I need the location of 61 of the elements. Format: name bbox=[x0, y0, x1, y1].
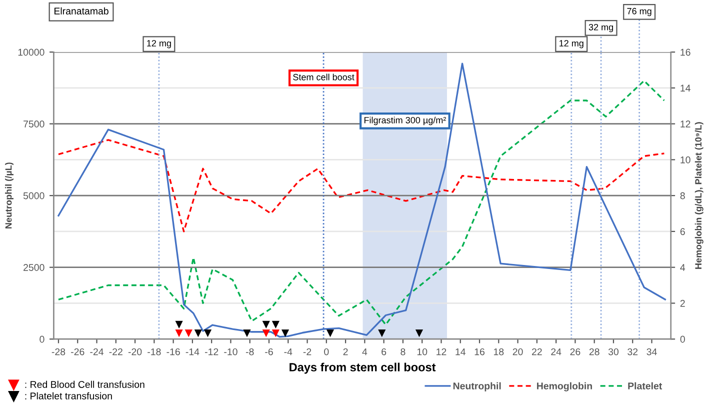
x-tick-label: 10 bbox=[417, 348, 428, 356]
ref-line-label: 12 mg bbox=[147, 40, 171, 48]
x-tick-label: -28 bbox=[52, 348, 66, 356]
x-tick-label: -18 bbox=[148, 348, 161, 356]
ref-line-label: 76 mg bbox=[627, 8, 652, 16]
text: Elranatamab bbox=[54, 7, 108, 14]
y2-tick-label: 4 bbox=[680, 264, 686, 271]
y-tick-label: 5000 bbox=[23, 192, 44, 200]
y2-tick-label: 10 bbox=[680, 156, 690, 164]
legend-label: : Red Blood Cell transfusion bbox=[25, 380, 144, 388]
x-tick-label: -6 bbox=[265, 348, 273, 356]
x-tick-label: 18 bbox=[494, 348, 504, 356]
x-tick-label: 8 bbox=[400, 348, 406, 356]
x-tick-label: 14 bbox=[456, 348, 466, 356]
x-tick-label: -10 bbox=[224, 348, 238, 356]
legend-label: : Platelet transfusion bbox=[25, 392, 112, 400]
x-tick-label: 24 bbox=[551, 348, 562, 356]
x-tick-label: -12 bbox=[204, 348, 218, 356]
x-tick-label: 22 bbox=[532, 348, 542, 356]
ref-line-label: 32 mg bbox=[588, 24, 614, 32]
x-tick-label: 34 bbox=[646, 348, 657, 356]
x-tick-label: -22 bbox=[109, 348, 122, 356]
band-label: Filgrastim 300 µg/m² bbox=[364, 116, 446, 126]
y2-axis-title: Hemoglobin (g/dL), Platelet (10⁹/L) bbox=[694, 122, 704, 269]
ref-line-label: Stem cell boost bbox=[293, 74, 354, 80]
y-tick-label: 0 bbox=[40, 336, 44, 343]
y2-tick-label: 14 bbox=[680, 84, 690, 92]
x-tick-label: 4 bbox=[362, 348, 368, 356]
y-axis-title: Neutrophil (/µL) bbox=[5, 162, 14, 228]
legend-label: Neutrophil bbox=[453, 382, 501, 392]
x-axis-title: Days from stem cell boost bbox=[290, 362, 436, 374]
x-tick-label: 28 bbox=[589, 348, 600, 356]
ref-line-label: 12 mg bbox=[560, 40, 584, 48]
x-tick-label: 26 bbox=[570, 348, 580, 356]
x-tick-label: 6 bbox=[382, 348, 386, 356]
y2-tick-label: 16 bbox=[680, 48, 690, 56]
y2-tick-label: 8 bbox=[680, 192, 685, 200]
x-tick-label: 16 bbox=[474, 348, 484, 356]
y2-tick-label: 12 bbox=[680, 120, 690, 128]
x-tick-label: 32 bbox=[628, 348, 638, 356]
x-tick-label: 2 bbox=[343, 348, 348, 356]
x-tick-label: 12 bbox=[436, 348, 446, 356]
legend-label: Hemoglobin bbox=[537, 382, 592, 392]
y2-tick-label: 0 bbox=[680, 336, 685, 343]
x-tick-label: 0 bbox=[324, 348, 329, 356]
legend-label: Platelet bbox=[628, 382, 662, 390]
y-tick-label: 7500 bbox=[24, 120, 44, 128]
x-tick-label: 20 bbox=[512, 348, 523, 356]
x-tick-label: -4 bbox=[284, 348, 292, 356]
x-tick-label: -8 bbox=[246, 348, 254, 356]
x-tick-label: -16 bbox=[166, 348, 180, 356]
y2-tick-label: 6 bbox=[680, 228, 685, 236]
x-tick-label: -24 bbox=[90, 348, 104, 356]
y-tick-label: 10000 bbox=[18, 48, 44, 56]
y2-tick-label: 2 bbox=[680, 300, 685, 307]
y-tick-label: 2500 bbox=[24, 264, 44, 271]
x-tick-label: -14 bbox=[186, 348, 200, 356]
x-tick-label: -2 bbox=[303, 348, 312, 356]
x-tick-label: 30 bbox=[608, 348, 619, 356]
x-tick-label: -26 bbox=[71, 348, 84, 356]
x-tick-label: -20 bbox=[128, 348, 142, 356]
